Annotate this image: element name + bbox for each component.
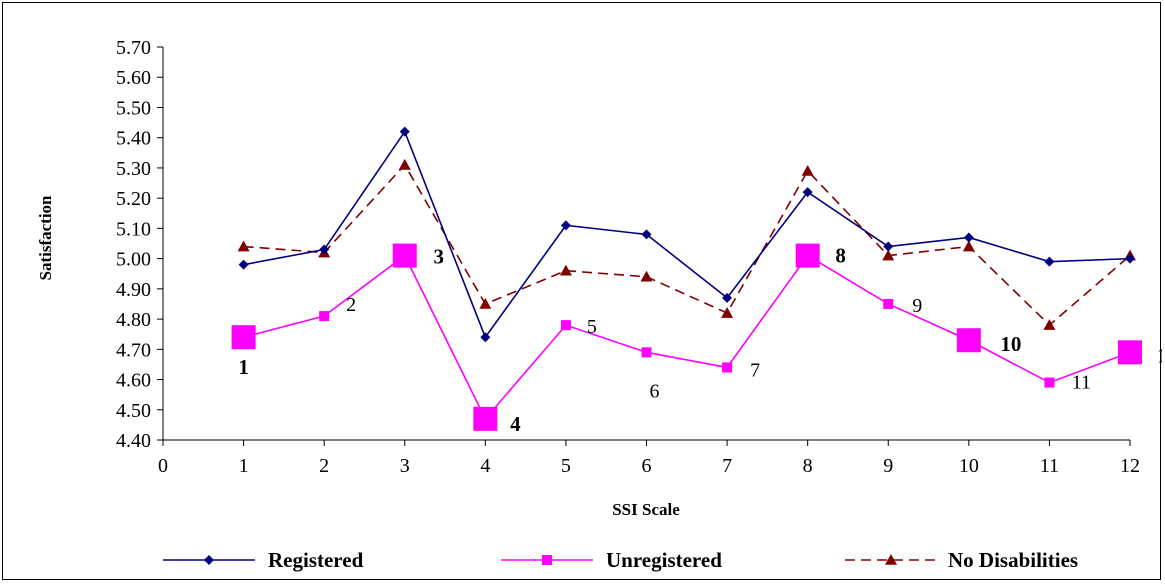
data-point	[559, 264, 572, 276]
data-point	[641, 347, 652, 358]
legend-label: Unregistered	[606, 548, 722, 572]
x-tick-label: 12	[1120, 455, 1140, 477]
data-point	[560, 220, 571, 231]
y-tick-label: 5.10	[116, 218, 151, 240]
y-tick-label: 4.90	[116, 279, 151, 301]
series-no-disabilities	[237, 158, 1136, 330]
data-point	[473, 406, 498, 431]
series-unregistered	[231, 243, 1142, 431]
point-label: 6	[650, 380, 660, 402]
y-tick-label: 5.60	[116, 67, 151, 89]
point-label: 10	[1000, 332, 1021, 356]
x-tick-label: 8	[803, 455, 813, 477]
data-point	[237, 240, 250, 252]
legend: Registered Unregistered No Disabilities	[163, 548, 1078, 572]
legend-marker	[885, 554, 897, 565]
line-chart: 4.40 4.50 4.60 4.70 4.80 4.90 5.00 5.10 5.20 5.30…	[36, 37, 1162, 572]
y-tick-label: 4.50	[116, 400, 151, 422]
legend-label: Registered	[268, 548, 364, 572]
point-label: 8	[835, 244, 846, 268]
data-point	[1044, 256, 1055, 267]
data-point	[641, 229, 652, 240]
data-point	[883, 298, 894, 309]
y-axis-title: Satisfaction	[36, 195, 55, 281]
x-tick-label: 2	[319, 455, 329, 477]
data-point	[640, 270, 653, 282]
series-line	[243, 129, 1131, 339]
data-point	[962, 240, 975, 252]
y-tick-label: 5.00	[116, 249, 151, 271]
point-label: 4	[510, 412, 521, 436]
legend-label: No Disabilities	[948, 548, 1078, 572]
series-registered	[238, 126, 1135, 343]
point-label: 1	[238, 355, 249, 379]
point-label: 12	[1158, 343, 1163, 367]
x-axis-ticks: 0 1 2 3 4 5 6 7 8 9 10 11 12	[158, 440, 1140, 477]
point-label: 3	[434, 245, 445, 269]
x-tick-label: 0	[158, 455, 168, 477]
data-point	[1044, 377, 1055, 388]
x-tick-label: 11	[1040, 455, 1059, 477]
legend-item: Registered	[163, 548, 364, 572]
y-tick-label: 5.50	[116, 97, 151, 119]
series-line	[243, 254, 1131, 421]
legend-item: Unregistered	[501, 548, 722, 572]
x-tick-label: 9	[883, 455, 893, 477]
x-tick-label: 10	[959, 455, 979, 477]
y-axis-ticks: 4.40 4.50 4.60 4.70 4.80 4.90 5.00 5.10 5.20 5.30…	[116, 37, 163, 452]
data-point	[238, 259, 249, 270]
data-point	[882, 249, 895, 261]
data-point	[399, 126, 410, 137]
x-tick-label: 5	[561, 455, 571, 477]
point-label: 11	[1072, 372, 1091, 394]
data-point	[560, 320, 571, 331]
data-point	[319, 311, 330, 322]
data-point	[1125, 253, 1135, 264]
data-point	[802, 187, 813, 198]
data-point	[721, 307, 734, 318]
data-point	[1043, 319, 1056, 330]
point-label: 2	[346, 294, 356, 316]
data-point	[231, 325, 256, 350]
legend-item: No Disabilities	[845, 548, 1078, 572]
data-point	[801, 164, 814, 176]
series-layer	[231, 126, 1142, 431]
y-tick-label: 4.40	[116, 430, 151, 452]
x-tick-label: 7	[722, 455, 732, 477]
series-line	[243, 163, 1131, 327]
data-point	[398, 158, 411, 170]
x-tick-label: 1	[239, 455, 249, 477]
data-point	[963, 232, 974, 243]
data-point	[1118, 340, 1142, 365]
data-point	[480, 332, 491, 343]
axes	[162, 47, 1130, 441]
legend-marker	[542, 555, 552, 565]
data-point	[956, 328, 981, 353]
point-label: 7	[750, 359, 760, 381]
y-tick-label: 4.70	[116, 339, 151, 361]
x-tick-label: 6	[642, 455, 652, 477]
y-tick-label: 5.70	[116, 37, 151, 59]
point-label: 5	[587, 316, 597, 338]
legend-marker	[204, 555, 214, 565]
data-point	[722, 362, 733, 373]
x-tick-label: 4	[480, 455, 490, 477]
data-point	[722, 292, 733, 303]
y-tick-label: 5.30	[116, 158, 151, 180]
data-point	[795, 243, 820, 268]
data-point	[319, 244, 330, 255]
x-tick-label: 3	[400, 455, 410, 477]
y-tick-label: 5.20	[116, 188, 151, 210]
data-point	[883, 241, 894, 252]
x-axis-title: SSI Scale	[612, 500, 680, 519]
point-label: 9	[912, 295, 922, 317]
data-point	[392, 243, 417, 268]
data-point	[479, 297, 492, 309]
y-tick-label: 4.80	[116, 309, 151, 331]
y-tick-label: 5.40	[116, 128, 151, 150]
y-tick-label: 4.60	[116, 370, 151, 392]
